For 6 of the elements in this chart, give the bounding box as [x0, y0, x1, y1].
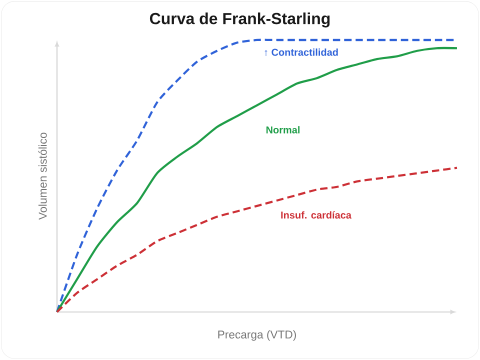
y-axis-title: Volumen sistólico: [38, 132, 47, 220]
text: Normal: [266, 126, 300, 134]
chart-title: Curva de Frank-Starling: [150, 12, 330, 28]
series-label: ↑ Contractilidad: [264, 48, 338, 56]
x-axis-title: Precarga (VTD): [218, 330, 296, 341]
series-label: Insuf. cardíaca: [281, 211, 352, 219]
